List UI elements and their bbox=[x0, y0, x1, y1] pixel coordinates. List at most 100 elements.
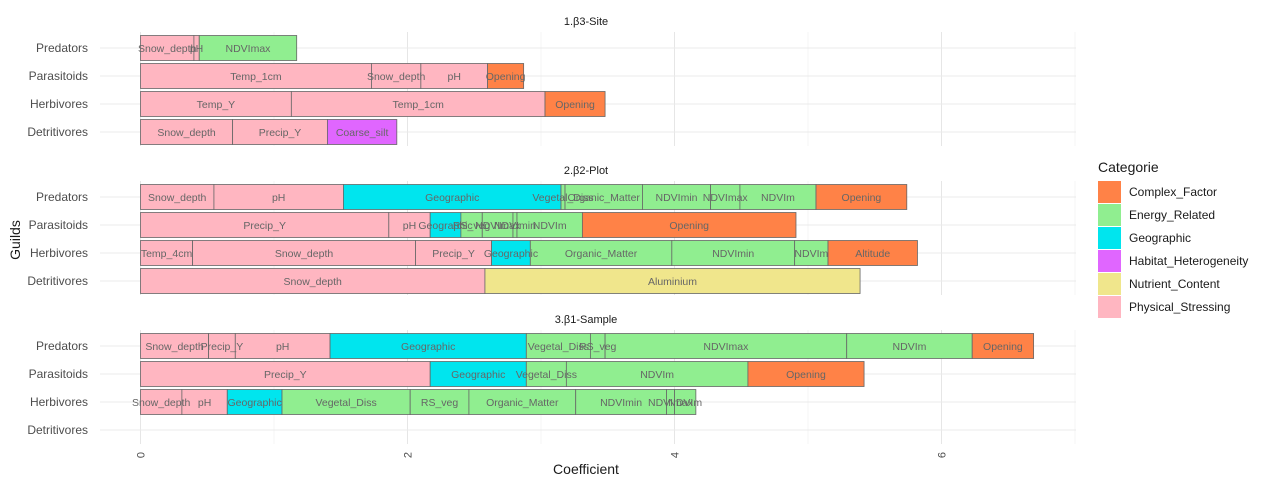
bar-segment bbox=[671, 240, 796, 266]
segment-label: Altitude bbox=[855, 248, 890, 260]
bar-segment bbox=[481, 212, 514, 238]
segment-label: Precip_Y bbox=[201, 341, 244, 353]
segment-label: Temp_Y bbox=[197, 99, 236, 111]
legend-item: Geographic bbox=[1098, 227, 1191, 249]
guild-label: Herbivores bbox=[30, 97, 88, 111]
segment-label: Geographic bbox=[401, 341, 455, 353]
segment-label: Snow_depth bbox=[275, 248, 334, 260]
segment-label: NDVIm bbox=[533, 220, 567, 232]
segment-label: Organic_Matter bbox=[565, 248, 638, 260]
bar-segment bbox=[232, 119, 328, 145]
y-axis-title: Guilds bbox=[7, 220, 23, 260]
bar-segment bbox=[140, 240, 193, 266]
legend-swatch bbox=[1098, 204, 1121, 226]
segment-label: Vegetal_Diss bbox=[532, 192, 593, 204]
segment-label: Aluminium bbox=[648, 276, 697, 288]
segment-label: NDVImin bbox=[712, 248, 754, 260]
bar-row: Temp_4cm Snow_depth Precip_Y Geographic Orga… bbox=[140, 240, 918, 266]
segment-label: Snow_depth bbox=[138, 43, 197, 55]
segment-label: NDVImax bbox=[703, 192, 749, 204]
bar-segment bbox=[516, 212, 583, 238]
segment-label: NDVImin bbox=[600, 397, 642, 409]
segment-label: RS_veg bbox=[579, 341, 617, 353]
bar-row: Snow_depth Precip_Y Coarse_silt bbox=[140, 119, 398, 145]
panel-title: 2.β2-Plot bbox=[564, 165, 608, 177]
segment-label: Precip_Y bbox=[432, 248, 475, 260]
segment-label: Geographic bbox=[418, 220, 472, 232]
guild-label: Predators bbox=[36, 339, 88, 353]
x-tick-label: 2 bbox=[403, 452, 415, 458]
bar-segment bbox=[140, 268, 486, 294]
segment-label: RS_veg bbox=[453, 220, 491, 232]
segment-label: Organic_Matter bbox=[486, 397, 559, 409]
bar-segment bbox=[140, 333, 209, 359]
segment-label: Organic_Matter bbox=[568, 192, 641, 204]
legend-label: Habitat_Heterogeneity bbox=[1129, 254, 1248, 268]
segment-label: Temp_4cm bbox=[141, 248, 193, 260]
bar-segment bbox=[140, 361, 431, 387]
guild-label: Predators bbox=[36, 190, 88, 204]
bar-segment bbox=[491, 240, 531, 266]
segment-label: Opening bbox=[486, 71, 526, 83]
segment-label: Snow_depth bbox=[132, 397, 191, 409]
bar-segment bbox=[581, 212, 797, 238]
legend-swatch bbox=[1098, 273, 1121, 295]
bar-segment bbox=[420, 63, 489, 89]
bar-segment bbox=[529, 240, 673, 266]
segment-label: NDVImin bbox=[655, 192, 697, 204]
legend-label: Physical_Stressing bbox=[1129, 300, 1230, 314]
bar-segment bbox=[525, 361, 567, 387]
bar-segment bbox=[747, 361, 865, 387]
legend-label: Energy_Related bbox=[1129, 208, 1215, 222]
bar-segment bbox=[429, 212, 462, 238]
segment-label: Opening bbox=[786, 369, 826, 381]
panel-title: 3.β1-Sample bbox=[555, 314, 618, 326]
guild-label: Detritivores bbox=[27, 125, 88, 139]
legend-swatch bbox=[1098, 181, 1121, 203]
bar-segment bbox=[846, 333, 973, 359]
x-axis: 0 2 4 6 bbox=[136, 452, 949, 458]
legend-item: Habitat_Heterogeneity bbox=[1098, 250, 1248, 272]
segment-label: NDVImax bbox=[475, 220, 521, 232]
segment-label: Opening bbox=[842, 192, 882, 204]
panel-title: 1.β3-Site bbox=[564, 16, 608, 28]
legend-item: Physical_Stressing bbox=[1098, 296, 1230, 318]
legend-item: Energy_Related bbox=[1098, 204, 1215, 226]
bar-segment bbox=[604, 333, 848, 359]
x-tick-label: 0 bbox=[136, 452, 148, 458]
x-tick-label: 4 bbox=[670, 452, 682, 458]
legend-title: Categorie bbox=[1098, 159, 1159, 175]
bar-row: Snow_depth pH Geographic Vegetal_Diss RS_veg… bbox=[132, 389, 702, 415]
bar-segment bbox=[140, 389, 183, 415]
segment-label: Opening bbox=[555, 99, 595, 111]
guild-label: Predators bbox=[36, 41, 88, 55]
segment-label: NDVImax bbox=[225, 43, 271, 55]
segment-label: Opening bbox=[983, 341, 1023, 353]
segment-label: NDVImax bbox=[648, 397, 694, 409]
bar-segment bbox=[281, 389, 411, 415]
segment-label: Snow_depth bbox=[367, 71, 426, 83]
legend-label: Nutrient_Content bbox=[1129, 277, 1220, 291]
bar-row: Temp_1cm Snow_depth pH Opening bbox=[140, 63, 526, 89]
guild-label: Parasitoids bbox=[29, 218, 88, 232]
bar-segment bbox=[674, 389, 697, 415]
bar-segment bbox=[326, 119, 398, 145]
legend-label: Geographic bbox=[1129, 231, 1191, 245]
guild-label: Detritivores bbox=[27, 423, 88, 437]
segment-label: Snow_depth bbox=[284, 276, 343, 288]
x-tick-label: 6 bbox=[937, 452, 949, 458]
segment-label: Precip_Y bbox=[264, 369, 307, 381]
segment-label: Temp_1cm bbox=[230, 71, 282, 83]
bar-segment bbox=[565, 361, 749, 387]
legend-swatch bbox=[1098, 227, 1121, 249]
segment-label: Geographic bbox=[425, 192, 479, 204]
bar-segment bbox=[815, 184, 908, 210]
bar-segment bbox=[192, 240, 416, 266]
segment-label: pH bbox=[190, 43, 203, 55]
segment-label: RS_veg bbox=[421, 397, 459, 409]
